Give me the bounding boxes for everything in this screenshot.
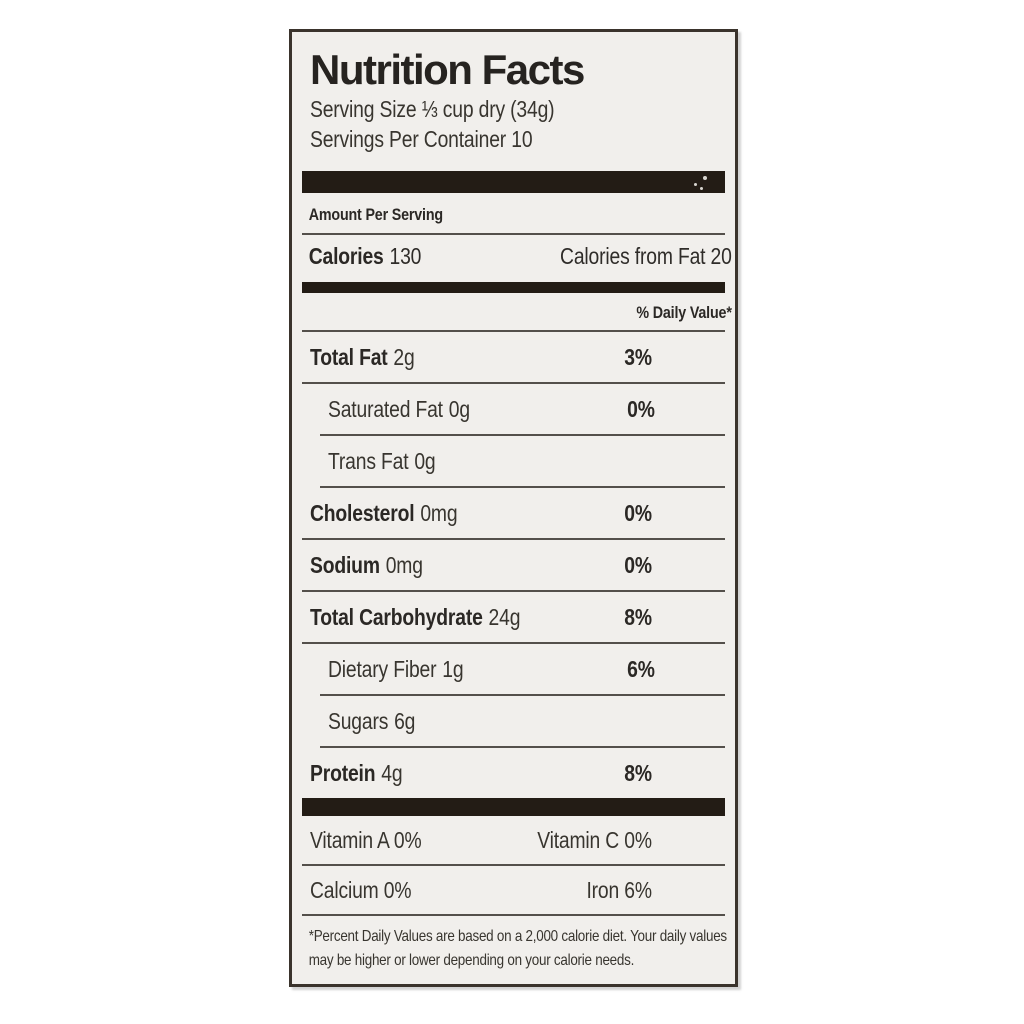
nutrient-name: Sugars bbox=[328, 707, 389, 734]
vitamin-c: Vitamin C 0% bbox=[537, 826, 652, 853]
nutrient-row-sugars: Sugars 6g bbox=[302, 696, 725, 746]
daily-value-header: % Daily Value* bbox=[636, 303, 732, 323]
rule bbox=[302, 642, 725, 645]
rule bbox=[302, 330, 725, 333]
daily-values-footnote: *Percent Daily Values are based on a 2,0… bbox=[308, 928, 727, 970]
nutrient-amount: 0mg bbox=[420, 499, 458, 526]
nutrient-row-trans-fat: Trans Fat 0g bbox=[302, 436, 725, 486]
vitamin-row-1: Vitamin A 0% Vitamin C 0% bbox=[302, 816, 725, 864]
nutrient-daily-value: 8% bbox=[624, 759, 652, 786]
nutrient-row-cholesterol: Cholesterol 0mg 0% bbox=[302, 488, 725, 538]
calories: Calories 130 bbox=[309, 243, 422, 270]
calories-row: Calories 130 Calories from Fat 20 bbox=[302, 235, 738, 282]
nutrient-daily-value: 6% bbox=[627, 655, 655, 682]
nutrient-name: Sodium bbox=[310, 551, 380, 578]
nutrient-amount: 1g bbox=[442, 655, 464, 682]
nutrient-name: Protein bbox=[310, 759, 376, 786]
rule bbox=[320, 434, 725, 437]
section-divider-bar-vitamins bbox=[302, 798, 725, 817]
nutrient-name: Trans Fat bbox=[328, 447, 409, 474]
label-title: Nutrition Facts bbox=[310, 46, 585, 93]
rule bbox=[320, 746, 725, 749]
rule bbox=[302, 914, 725, 917]
calcium: Calcium 0% bbox=[310, 876, 412, 903]
nutrient-amount: 0g bbox=[448, 395, 470, 422]
nutrient-name: Total Fat bbox=[310, 343, 388, 370]
nutrient-row-dietary-fiber: Dietary Fiber 1g 6% bbox=[302, 644, 725, 694]
section-divider-bar-calories bbox=[302, 282, 725, 294]
rule bbox=[302, 382, 725, 385]
section-divider-bar-top bbox=[302, 171, 725, 194]
nutrient-amount: 24g bbox=[488, 603, 521, 630]
servings-per-container: Servings Per Container 10 bbox=[310, 126, 533, 153]
nutrient-amount: 0mg bbox=[385, 551, 423, 578]
nutrient-daily-value: 8% bbox=[624, 603, 652, 630]
calories-label: Calories bbox=[308, 243, 384, 270]
iron: Iron 6% bbox=[586, 876, 652, 903]
nutrient-name: Cholesterol bbox=[310, 499, 415, 526]
nutrient-row-total-fat: Total Fat 2g 3% bbox=[302, 332, 725, 382]
print-speckle bbox=[703, 176, 707, 181]
print-speckle bbox=[694, 183, 697, 187]
nutrient-row-sodium: Sodium 0mg 0% bbox=[302, 540, 725, 590]
rule bbox=[302, 590, 725, 593]
nutrient-row-protein: Protein 4g 8% bbox=[302, 748, 725, 798]
nutrient-daily-value: 3% bbox=[624, 343, 652, 370]
rule bbox=[302, 233, 725, 236]
nutrient-name: Total Carbohydrate bbox=[310, 603, 483, 630]
vitamin-a: Vitamin A 0% bbox=[310, 826, 422, 853]
rule bbox=[320, 694, 725, 697]
nutrient-amount: 2g bbox=[393, 343, 415, 370]
nutrient-name: Dietary Fiber bbox=[328, 655, 437, 682]
calories-value: 130 bbox=[389, 243, 422, 270]
calories-from-fat: Calories from Fat 20 bbox=[560, 243, 732, 270]
nutrient-row-total-carbohydrate: Total Carbohydrate 24g 8% bbox=[302, 592, 725, 642]
rule bbox=[302, 538, 725, 541]
nutrient-daily-value: 0% bbox=[624, 499, 652, 526]
serving-info: Serving Size ⅓ cup dry (34g) Servings Pe… bbox=[310, 94, 725, 154]
nutrient-name: Saturated Fat bbox=[328, 395, 443, 422]
print-speckle bbox=[700, 187, 703, 191]
nutrition-facts-label: Nutrition Facts Serving Size ⅓ cup dry (… bbox=[289, 29, 738, 987]
nutrient-amount: 6g bbox=[394, 707, 416, 734]
serving-size: Serving Size ⅓ cup dry (34g) bbox=[310, 96, 555, 123]
rule bbox=[320, 486, 725, 489]
nutrient-daily-value: 0% bbox=[624, 551, 652, 578]
nutrient-amount: 4g bbox=[381, 759, 403, 786]
rule bbox=[302, 864, 725, 867]
nutrient-row-saturated-fat: Saturated Fat 0g 0% bbox=[302, 384, 725, 434]
amount-per-serving-heading: Amount Per Serving bbox=[308, 205, 443, 225]
nutrient-amount: 0g bbox=[414, 447, 436, 474]
nutrient-daily-value: 0% bbox=[627, 395, 655, 422]
vitamin-row-2: Calcium 0% Iron 6% bbox=[302, 866, 725, 914]
